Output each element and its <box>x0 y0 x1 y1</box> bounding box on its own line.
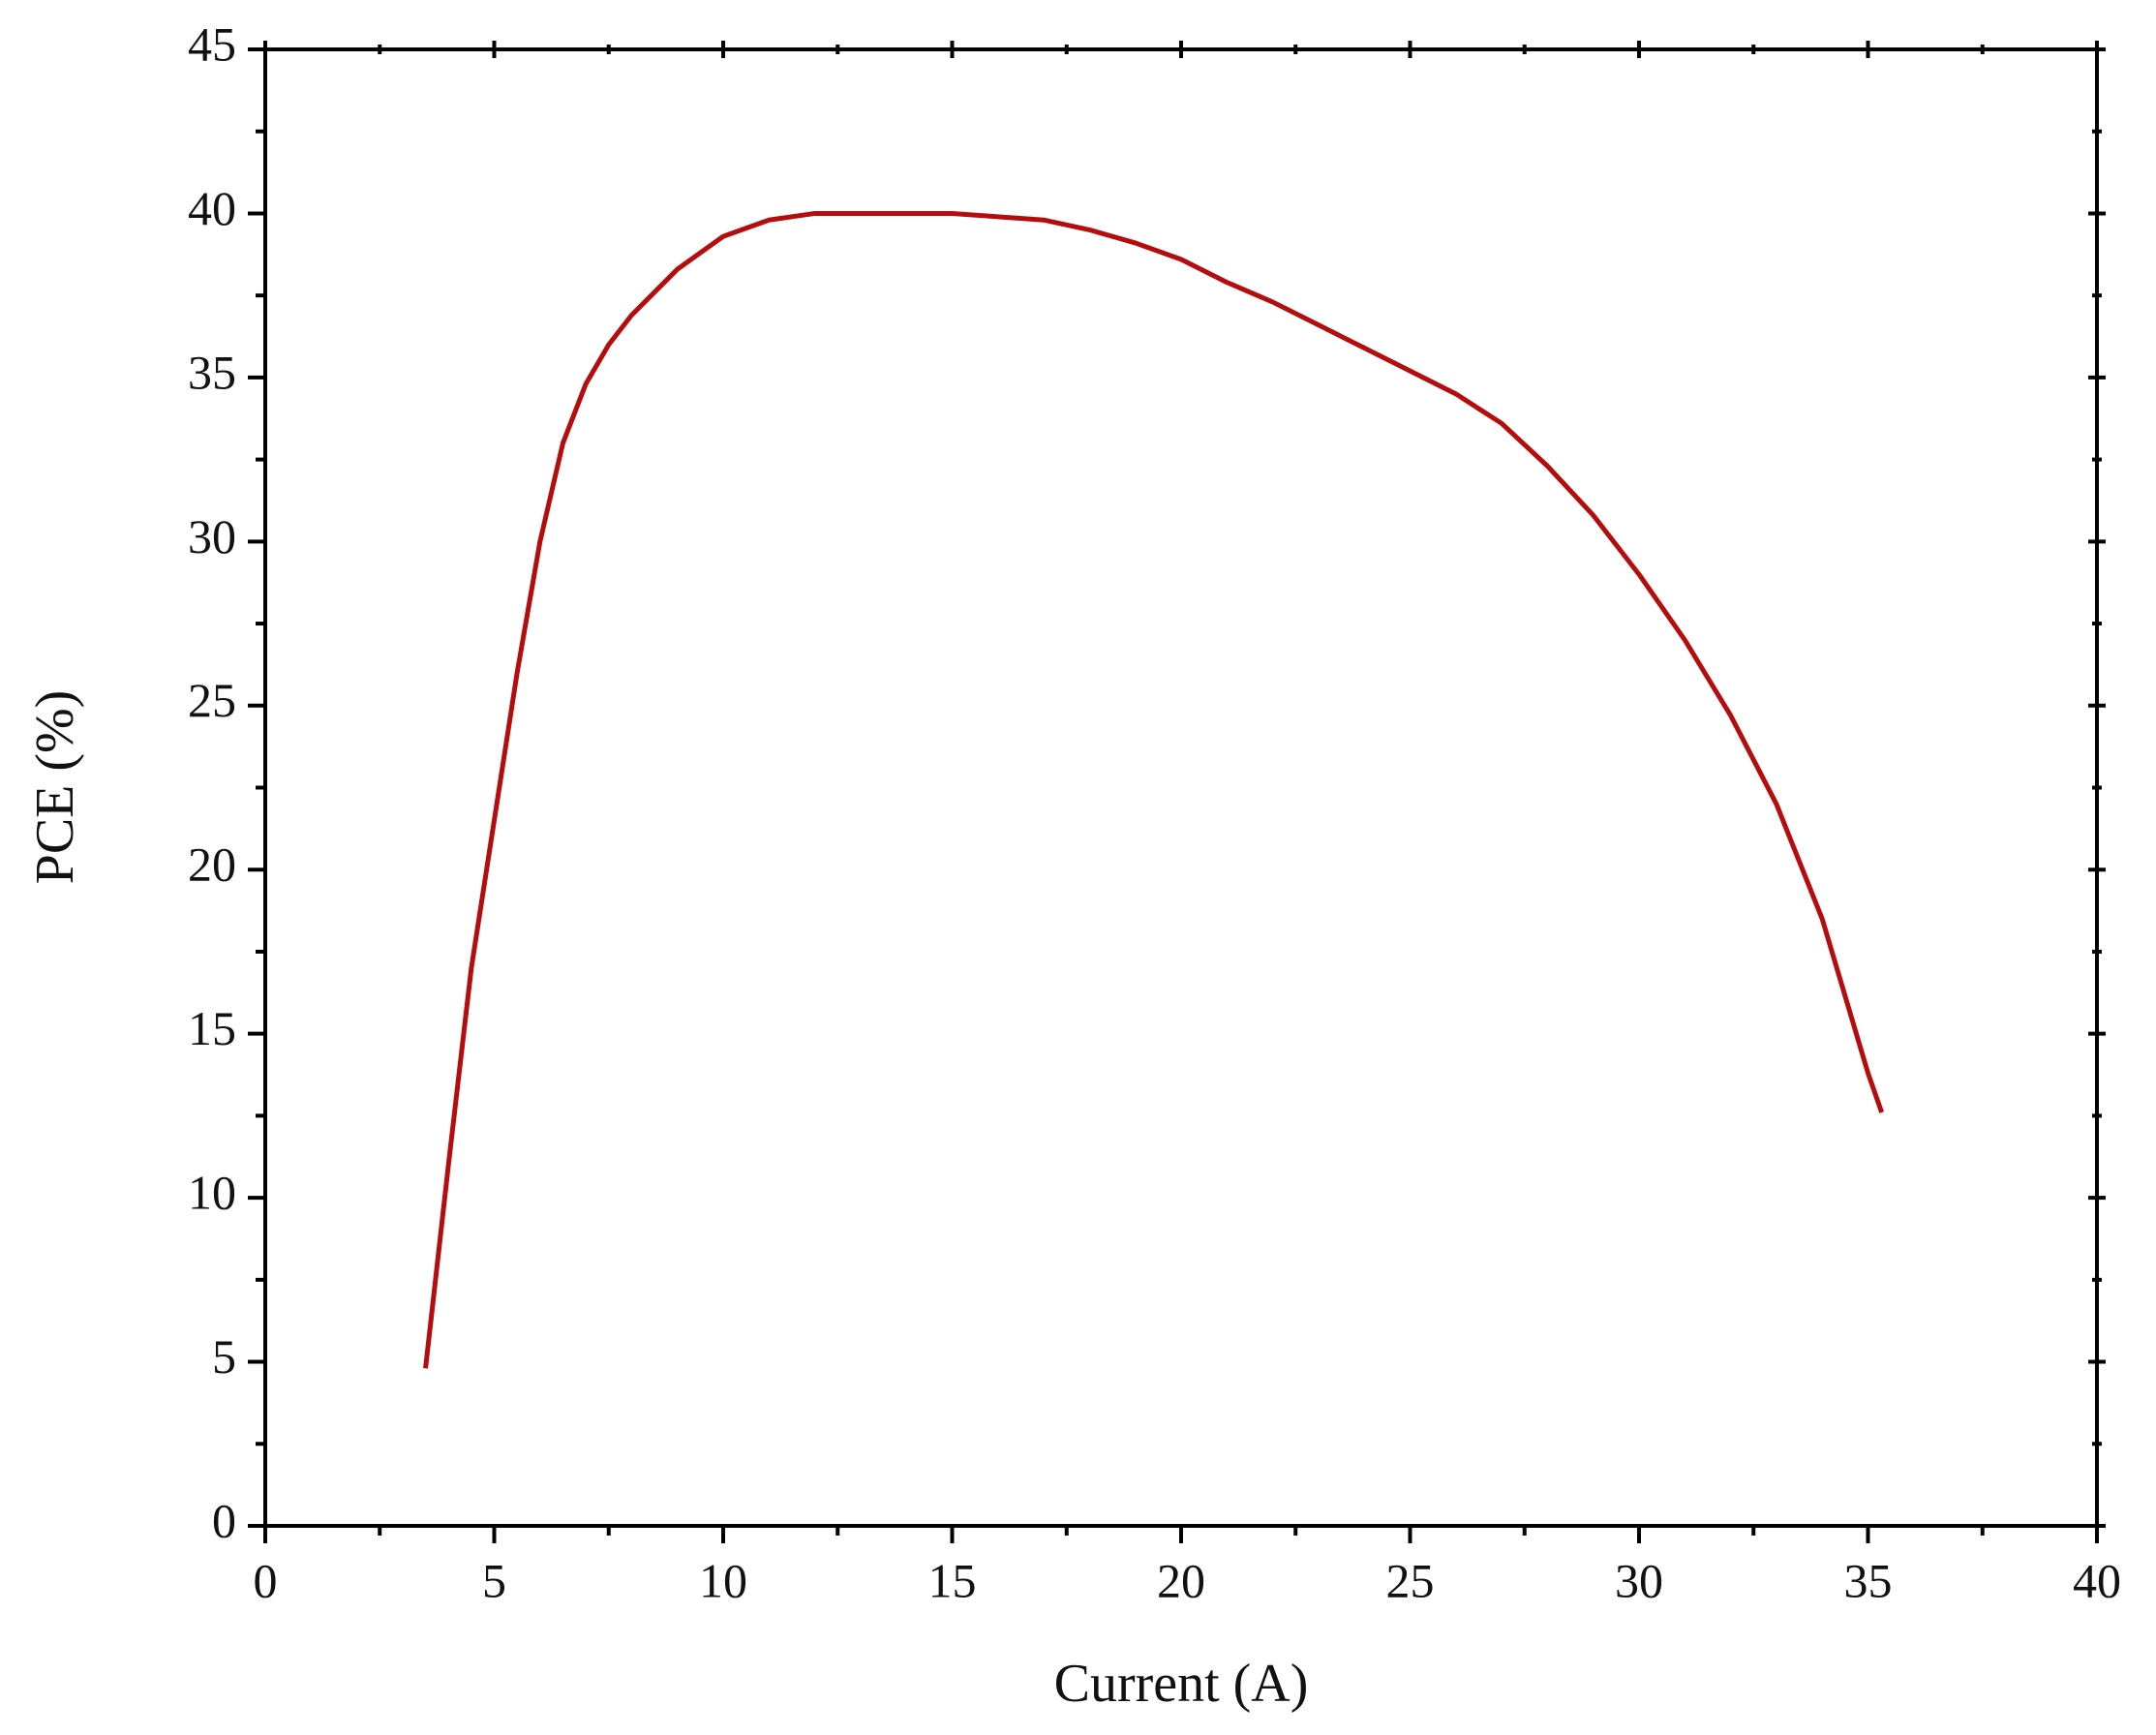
x-tick-label: 0 <box>254 1553 278 1607</box>
x-tick-label: 20 <box>1157 1553 1205 1607</box>
y-tick-label: 5 <box>212 1329 236 1384</box>
x-tick-label: 10 <box>699 1553 747 1607</box>
y-axis-label: PCE (%) <box>25 690 85 885</box>
data-line <box>423 210 1885 1369</box>
y-tick-label: 30 <box>188 509 236 563</box>
x-tick-label: 30 <box>1615 1553 1663 1607</box>
x-axis-label: Current (A) <box>1054 1654 1309 1714</box>
y-tick-label: 25 <box>188 673 236 727</box>
x-tick-label: 35 <box>1844 1553 1893 1607</box>
x-tick-label: 15 <box>928 1553 977 1607</box>
plot-frame <box>263 47 2099 1528</box>
y-tick-label: 15 <box>188 1001 236 1055</box>
y-tick-label: 40 <box>188 181 236 235</box>
y-tick-label: 45 <box>188 16 236 71</box>
y-tick-label: 35 <box>188 345 236 399</box>
x-tick-label: 40 <box>2073 1553 2121 1607</box>
y-tick-label: 10 <box>188 1166 236 1220</box>
x-tick-label: 5 <box>482 1553 506 1607</box>
y-tick-label: 20 <box>188 837 236 892</box>
y-tick-label: 0 <box>212 1493 236 1547</box>
x-tick-label: 25 <box>1386 1553 1435 1607</box>
